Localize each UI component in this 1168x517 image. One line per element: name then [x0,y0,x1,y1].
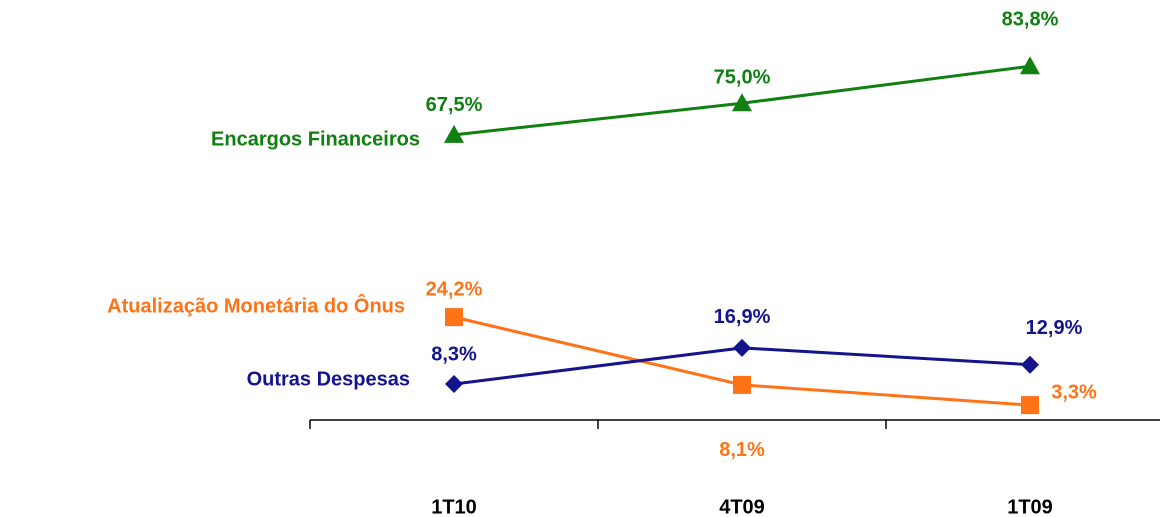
value-label: 12,9% [1026,317,1083,339]
marker [733,338,751,357]
value-label: 16,9% [714,306,771,328]
value-label: 8,3% [431,343,477,365]
marker [733,375,751,394]
value-label: 8,1% [719,439,765,461]
marker [732,93,752,112]
marker [1020,56,1040,75]
marker [445,308,463,327]
value-label: 24,2% [426,278,483,300]
value-label: 83,8% [1002,8,1059,30]
value-label: 75,0% [714,67,771,89]
x-tick-label: 4T09 [719,496,765,517]
value-label: 67,5% [426,94,483,116]
marker [445,375,463,394]
marker [444,124,464,143]
marker [1021,396,1039,415]
marker [1021,355,1039,374]
x-tick-label: 1T10 [431,496,477,517]
x-tick-label: 1T09 [1007,496,1053,517]
value-label: 3,3% [1051,381,1097,403]
series-label: Outras Despesas [247,368,410,390]
series-label: Atualização Monetária do Ônus [107,293,405,317]
series-label: Encargos Financeiros [211,128,420,150]
